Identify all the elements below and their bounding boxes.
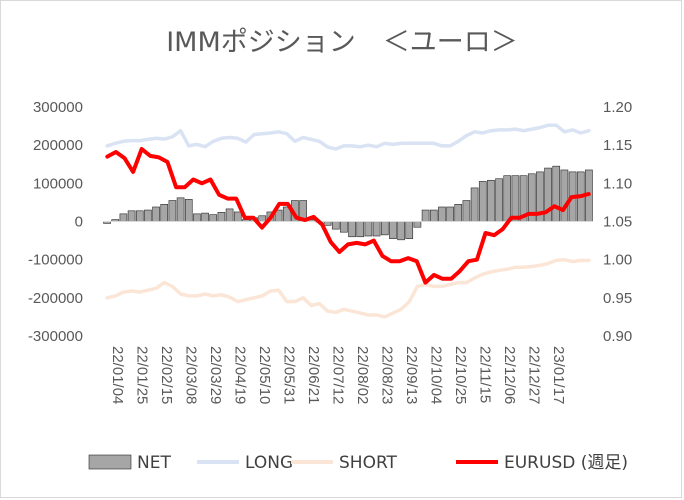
net-bar	[470, 187, 479, 222]
legend-label: LONG	[245, 453, 293, 473]
right-tick-label: 0.90	[603, 328, 632, 345]
x-tick-label: 22/01/04	[109, 346, 126, 404]
right-tick-label: 1.00	[603, 252, 632, 269]
net-bar	[487, 179, 495, 222]
net-bar	[348, 221, 356, 238]
net-bar	[454, 204, 463, 222]
net-bar	[446, 206, 454, 222]
series-lines	[105, 123, 591, 319]
net-bar	[429, 209, 438, 222]
net-bar	[225, 208, 234, 222]
left-tick-label: -200000	[28, 290, 83, 307]
net-bar	[364, 221, 373, 237]
legend-swatch-net	[88, 454, 132, 470]
x-tick-label: 22/08/02	[354, 346, 371, 404]
net-bar	[184, 199, 193, 222]
net-bars	[103, 165, 593, 241]
x-tick-label: 22/12/06	[501, 346, 518, 404]
net-bar	[552, 165, 561, 222]
x-tick-label: 22/05/31	[281, 346, 298, 404]
net-bar	[135, 210, 144, 222]
legend-label: SHORT	[339, 453, 398, 473]
right-tick-label: 1.20	[603, 99, 632, 116]
net-bar	[421, 209, 430, 222]
net-bar	[217, 212, 226, 222]
net-bar	[413, 221, 422, 228]
net-bar	[152, 206, 160, 222]
left-axis-ticks: 300000 200000 100000 0 -100000 -200000 -300000	[28, 99, 83, 345]
net-bar	[176, 197, 185, 222]
right-axis-ticks: 1.20 1.15 1.10 1.05 1.00 0.95 0.90	[603, 99, 632, 345]
net-bar	[438, 206, 446, 222]
net-bar	[389, 221, 397, 239]
right-tick-label: 1.10	[603, 175, 632, 192]
net-bar	[160, 204, 169, 222]
x-tick-label: 22/01/25	[134, 346, 151, 404]
x-tick-label: 22/04/19	[232, 346, 249, 404]
net-bar	[462, 200, 471, 222]
x-tick-label: 22/03/08	[183, 346, 200, 404]
net-bar	[258, 215, 267, 222]
legend-label: NET	[137, 453, 171, 473]
chart-title: IMMポジション ＜ユーロ＞	[166, 27, 518, 58]
net-bar	[323, 221, 332, 226]
left-tick-label: 200000	[33, 137, 83, 154]
x-axis-ticks: 22/01/04 22/01/25 22/02/15 22/03/08 22/03/29…	[109, 346, 567, 404]
right-tick-label: 1.15	[603, 137, 632, 154]
left-tick-label: 300000	[33, 99, 83, 116]
net-bar	[397, 221, 405, 241]
legend: NET LONG SHORT EURUSD (週足)	[88, 453, 628, 473]
x-tick-label: 22/08/23	[379, 346, 396, 404]
net-bar	[119, 213, 128, 222]
x-tick-label: 22/11/15	[477, 346, 494, 403]
right-tick-label: 0.95	[603, 290, 632, 307]
net-bar	[127, 210, 136, 222]
net-bar	[372, 221, 381, 237]
x-tick-label: 22/10/25	[452, 346, 469, 404]
net-bar	[503, 175, 512, 222]
eurusd-line	[105, 147, 591, 285]
net-bar	[193, 213, 201, 222]
x-tick-label: 22/06/21	[305, 346, 322, 404]
x-tick-label: 22/03/29	[207, 346, 224, 404]
right-tick-label: 1.05	[603, 214, 632, 231]
x-tick-label: 22/05/10	[256, 346, 273, 404]
x-tick-label: 22/10/04	[428, 346, 445, 404]
x-tick-label: 22/02/15	[158, 346, 175, 404]
x-tick-label: 23/01/17	[550, 346, 567, 404]
left-tick-label: -100000	[28, 252, 83, 269]
net-bar	[201, 212, 209, 222]
net-bar	[495, 178, 503, 222]
net-bar	[560, 169, 569, 222]
left-tick-label: 0	[75, 214, 83, 231]
legend-label: EURUSD (週足)	[504, 453, 628, 473]
left-tick-label: 100000	[33, 175, 83, 192]
x-tick-label: 22/09/13	[403, 346, 420, 404]
net-bar	[511, 175, 520, 222]
net-bar	[380, 221, 389, 236]
net-bar	[478, 181, 487, 222]
net-bar	[331, 221, 340, 230]
net-bar	[144, 209, 152, 222]
x-tick-label: 22/12/27	[526, 346, 543, 404]
x-tick-label: 22/07/12	[330, 346, 347, 404]
net-bar	[168, 200, 177, 222]
net-bar	[209, 214, 218, 222]
net-bar	[233, 211, 242, 222]
long-line	[105, 123, 591, 151]
short-line	[105, 257, 591, 319]
net-bar	[356, 221, 365, 238]
left-tick-label: -300000	[28, 328, 83, 345]
net-bar	[405, 221, 414, 239]
net-bar	[340, 221, 348, 233]
